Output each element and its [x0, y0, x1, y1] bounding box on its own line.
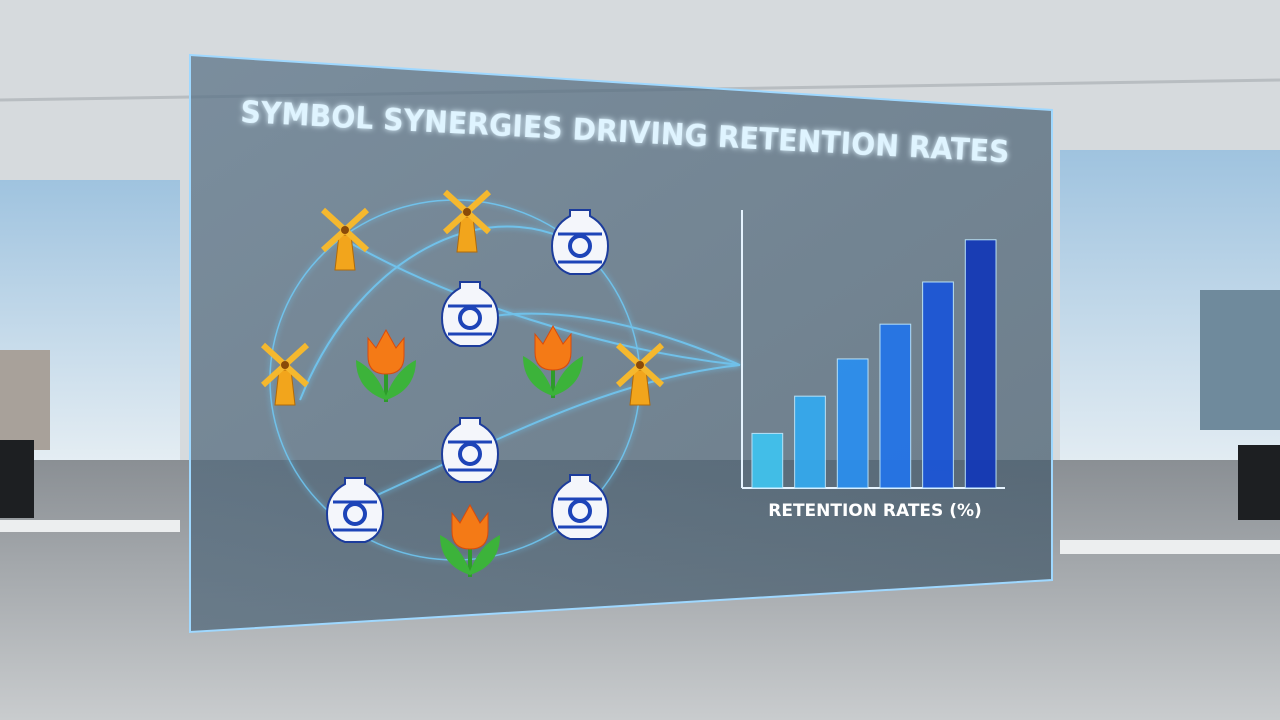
bar — [964, 239, 997, 489]
building — [0, 350, 50, 450]
monitor — [1238, 445, 1280, 520]
flow-line — [354, 364, 741, 506]
flow-line — [469, 312, 741, 366]
bar — [879, 323, 912, 489]
bar — [922, 281, 954, 489]
bar — [836, 358, 869, 489]
building — [1200, 290, 1280, 430]
desk — [1060, 540, 1280, 554]
monitor — [0, 440, 34, 518]
x-axis-label: RETENTION RATES (%) — [768, 501, 982, 521]
flow-line — [344, 239, 741, 366]
bar — [794, 395, 826, 489]
desk — [0, 520, 180, 532]
bar — [751, 432, 784, 489]
